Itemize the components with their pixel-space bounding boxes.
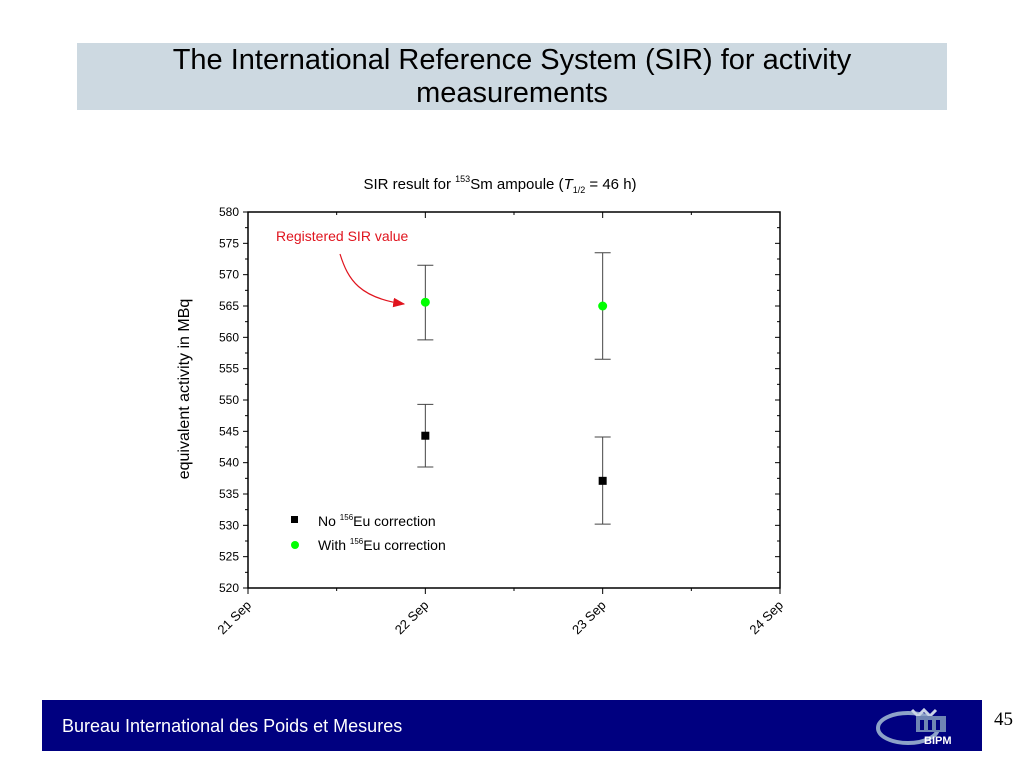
y-tick-label: 580 — [219, 205, 239, 219]
y-tick-label: 560 — [219, 330, 239, 344]
svg-text:BIPM: BIPM — [924, 735, 952, 746]
y-tick-label: 570 — [219, 268, 239, 282]
chart-title: SIR result for 153Sm ampoule (T1/2 = 46 … — [363, 174, 636, 195]
footer-text: Bureau International des Poids et Mesure… — [62, 716, 403, 736]
plot-area: 520 525 530 535 540 545 550 555 560 565 570 575 580 2… — [214, 205, 786, 637]
data-point-no-correction — [421, 431, 430, 440]
data-point-with-correction — [598, 301, 608, 311]
data-point-with-correction — [420, 297, 430, 307]
y-tick-label: 575 — [219, 236, 239, 250]
y-tick-label: 520 — [219, 581, 239, 595]
plot-frame — [247, 211, 781, 589]
x-tick-label: 23 Sep — [569, 598, 609, 638]
x-tick-label: 22 Sep — [392, 598, 432, 638]
y-tick-label: 545 — [219, 424, 239, 438]
x-tick-label: 24 Sep — [746, 598, 786, 638]
legend: No 156Eu correction With 156Eu correctio… — [291, 513, 446, 553]
annotation-registered-sir: Registered SIR value — [276, 228, 409, 244]
slide-title: The International Reference System (SIR)… — [172, 43, 852, 109]
legend-marker-no-correction — [291, 516, 298, 523]
legend-label-with-correction: With 156Eu correction — [318, 537, 446, 553]
y-tick-label: 540 — [219, 456, 239, 470]
x-tick-label: 21 Sep — [214, 598, 254, 638]
y-tick-label: 525 — [219, 550, 239, 564]
data-point-no-correction — [598, 476, 607, 485]
chart: SIR result for 153Sm ampoule (T1/2 = 46 … — [176, 174, 786, 637]
y-tick-label: 565 — [219, 299, 239, 313]
y-tick-label: 535 — [219, 487, 239, 501]
slide-number: 45 — [994, 709, 1013, 730]
y-tick-label: 530 — [219, 518, 239, 532]
footer-bar: Bureau International des Poids et Mesure… — [42, 700, 982, 751]
bipm-logo: BIPM — [876, 707, 952, 746]
y-axis-label: equivalent activity in MBq — [176, 299, 193, 480]
slide-title-band: The International Reference System (SIR)… — [77, 43, 947, 110]
y-tick-label: 555 — [219, 362, 239, 376]
legend-marker-with-correction — [291, 541, 299, 549]
legend-label-no-correction: No 156Eu correction — [318, 513, 436, 529]
annotation-arrow — [339, 253, 406, 308]
y-tick-label: 550 — [219, 393, 239, 407]
